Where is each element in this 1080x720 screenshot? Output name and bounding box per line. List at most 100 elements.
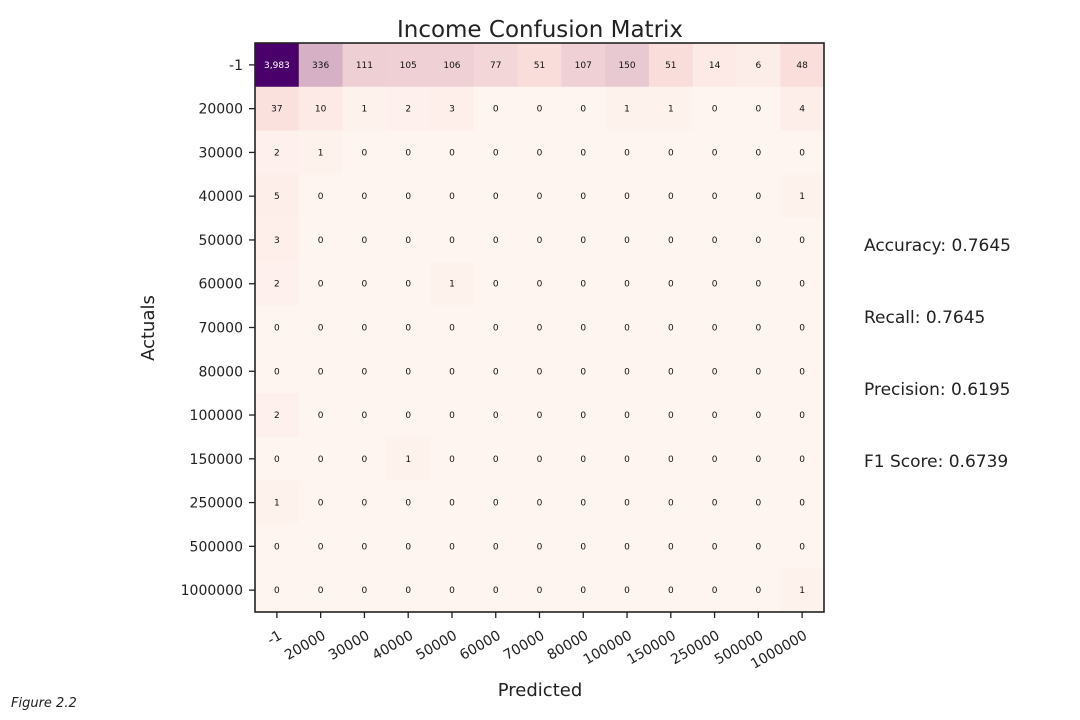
cell-value-label: 0	[493, 324, 499, 334]
heatmap-cell	[255, 480, 300, 525]
heatmap-cell	[298, 393, 344, 438]
heatmap-cell	[386, 393, 431, 438]
cell-value-label: 1	[668, 105, 674, 115]
x-tick-label: 20000	[282, 628, 329, 664]
heatmap-cell	[342, 568, 387, 613]
cell-value-label: 0	[318, 586, 324, 596]
heatmap-cell	[298, 305, 344, 350]
cell-value-label: 0	[755, 499, 761, 509]
heatmap-cell	[561, 436, 606, 482]
heatmap-cell	[517, 349, 562, 394]
x-tick-label: 70000	[501, 628, 548, 664]
cell-value-label: 0	[405, 411, 411, 421]
cell-value-label: 0	[493, 542, 499, 552]
heatmap-cell	[736, 393, 781, 438]
heatmap-cell	[561, 349, 606, 394]
heatmap-cell	[736, 480, 781, 525]
cell-value-label: 0	[362, 280, 368, 290]
cell-value-label: 0	[668, 455, 674, 465]
heatmap-cell	[692, 393, 737, 438]
heatmap-cell	[430, 43, 475, 88]
heatmap-cell	[386, 43, 431, 88]
heatmap-cell	[386, 524, 431, 569]
cell-value-label: 3,983	[264, 61, 290, 71]
cell-value-label: 0	[362, 455, 368, 465]
heatmap-cell	[430, 261, 475, 307]
cell-value-label: 0	[624, 280, 630, 290]
cell-value-label: 0	[362, 192, 368, 202]
heatmap-cell	[561, 43, 606, 88]
y-tick-label: 20000	[198, 102, 243, 118]
heatmap-cell	[648, 305, 694, 350]
heatmap-cell	[517, 86, 562, 132]
cell-value-label: 1	[799, 192, 805, 202]
heatmap-cell	[473, 524, 519, 569]
heatmap-cell	[430, 86, 475, 132]
heatmap-cell	[255, 130, 300, 175]
heatmap-cell	[386, 480, 431, 525]
cell-value-label: 0	[580, 499, 586, 509]
heatmap-cell	[255, 436, 300, 482]
cell-value-label: 0	[668, 236, 674, 246]
heatmap-cell	[736, 436, 781, 482]
cell-value-label: 0	[318, 192, 324, 202]
y-tick-label: 250000	[190, 496, 243, 512]
heatmap-cell	[605, 305, 650, 350]
cell-value-label: 0	[493, 499, 499, 509]
cell-value-label: 0	[755, 542, 761, 552]
cell-value-label: 0	[493, 367, 499, 377]
cell-value-label: 0	[537, 455, 543, 465]
cell-value-label: 1	[405, 455, 411, 465]
cell-value-label: 0	[755, 455, 761, 465]
heatmap-cell	[561, 130, 606, 175]
cell-value-label: 0	[668, 324, 674, 334]
heatmap-cell	[605, 261, 650, 307]
cell-value-label: 0	[405, 192, 411, 202]
heatmap-cell	[648, 436, 694, 482]
cell-value-label: 0	[580, 105, 586, 115]
cell-value-label: 0	[799, 280, 805, 290]
heatmap-cell	[255, 349, 300, 394]
cell-value-label: 0	[755, 280, 761, 290]
cell-value-label: 0	[318, 499, 324, 509]
cell-value-label: 0	[449, 411, 455, 421]
cell-value-label: 0	[493, 586, 499, 596]
cell-value-label: 0	[624, 586, 630, 596]
heatmap-cell	[648, 261, 694, 307]
heatmap-cell	[648, 86, 694, 132]
cell-value-label: 0	[274, 367, 280, 377]
cell-value-label: 0	[362, 542, 368, 552]
cell-value-label: 0	[318, 542, 324, 552]
heatmap-cell	[648, 218, 694, 263]
cell-value-label: 0	[405, 542, 411, 552]
cell-value-label: 0	[274, 542, 280, 552]
cell-value-label: 0	[449, 542, 455, 552]
cell-value-label: 0	[493, 105, 499, 115]
cell-value-label: 4	[799, 105, 805, 115]
cell-value-label: 0	[449, 367, 455, 377]
cell-value-label: 0	[405, 499, 411, 509]
cell-value-label: 2	[274, 148, 280, 158]
heatmap-cell	[430, 393, 475, 438]
cell-value-label: 0	[449, 586, 455, 596]
heatmap-cell	[517, 393, 562, 438]
heatmap-cell	[473, 261, 519, 307]
cell-value-label: 1	[362, 105, 368, 115]
cell-value-label: 0	[580, 192, 586, 202]
cell-value-label: 0	[537, 542, 543, 552]
heatmap-cell	[736, 130, 781, 175]
cell-value-label: 0	[580, 324, 586, 334]
cell-value-label: 0	[624, 455, 630, 465]
heatmap-cell	[561, 218, 606, 263]
heatmap-cell	[298, 130, 344, 175]
cell-value-label: 1	[318, 148, 324, 158]
y-axis-ticks: -1 20000 30000 40000 50000 60000 70000 80000 100…	[181, 58, 255, 599]
heatmap-cell	[692, 349, 737, 394]
heatmap-cell	[692, 86, 737, 132]
cell-value-label: 0	[668, 499, 674, 509]
heatmap-cell	[430, 305, 475, 350]
heatmap-cell	[780, 130, 825, 175]
cell-value-label: 0	[712, 148, 718, 158]
x-tick-label: 50000	[413, 628, 460, 664]
